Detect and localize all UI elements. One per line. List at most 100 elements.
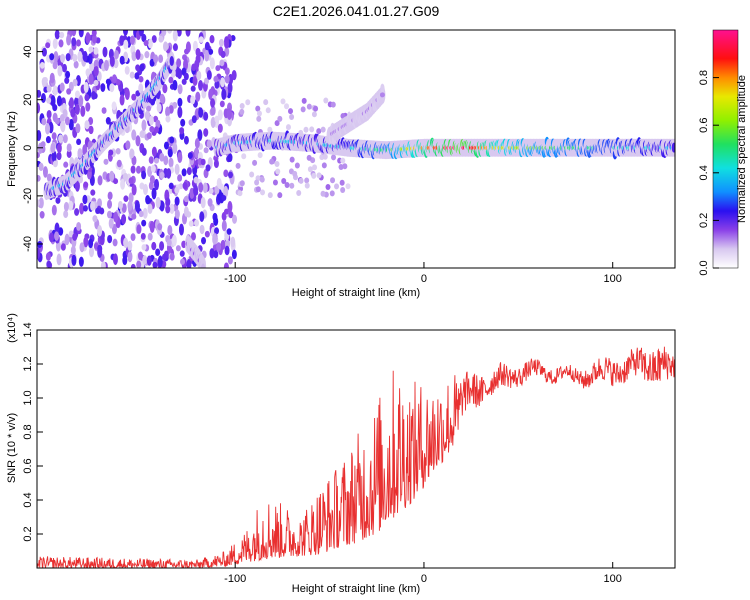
heatmap-noise-cell: [210, 98, 216, 108]
heatmap-noise-cell: [179, 127, 185, 135]
heatmap-noise-cell: [144, 51, 150, 59]
heatmap-noise-cell: [215, 65, 221, 72]
heatmap-noise-cell: [50, 142, 56, 154]
heatmap-noise-cell: [39, 211, 45, 219]
heatmap-noise-cell: [329, 190, 335, 197]
snr-y-tick-label: 0.2: [22, 526, 34, 541]
heatmap-noise-cell: [85, 102, 91, 112]
heatmap-noise-cell: [130, 165, 136, 174]
heatmap-noise-cell: [106, 210, 112, 219]
heatmap-noise-cell: [179, 250, 185, 257]
heatmap-noise-cell: [53, 51, 59, 64]
heatmap-noise-cell: [113, 178, 119, 185]
heatmap-noise-cell: [204, 41, 210, 51]
snr-y-tick-label: 1.4: [22, 322, 34, 337]
heatmap-noise-cell: [323, 97, 329, 104]
heatmap-noise-cell: [284, 182, 290, 189]
heatmap-noise-cell: [107, 234, 113, 244]
heatmap-noise-cell: [138, 76, 144, 83]
heatmap-noise-cell: [65, 70, 71, 79]
heatmap-x-tick-label: 100: [604, 273, 622, 285]
heatmap-noise-cell: [165, 106, 171, 117]
heatmap-noise-cell: [153, 54, 159, 64]
heatmap-noise-cell: [147, 38, 153, 49]
heatmap-noise-cell: [73, 60, 79, 69]
heatmap-noise-cell: [188, 220, 194, 227]
heatmap-noise-cell: [226, 108, 232, 120]
heatmap-noise-cell: [187, 152, 193, 159]
colorbar-ticks: 0.0 0.2 0.4 0.6 0.8: [698, 70, 719, 276]
heatmap-noise-cell: [227, 171, 233, 179]
snr-y-axis-label: SNR (10 * v/v): [6, 413, 18, 483]
heatmap-cells: [37, 30, 675, 268]
heatmap-noise-cell: [46, 173, 52, 182]
heatmap-noise-cell: [97, 175, 103, 186]
heatmap-noise-cell: [159, 241, 165, 251]
heatmap-noise-cell: [88, 73, 94, 85]
heatmap-noise-cell: [183, 195, 189, 203]
heatmap-noise-cell: [71, 254, 77, 266]
heatmap-noise-cell: [199, 211, 205, 222]
heatmap-noise-cell: [111, 101, 117, 111]
heatmap-noise-cell: [197, 129, 203, 141]
heatmap-noise-cell: [198, 182, 204, 193]
heatmap-noise-cell: [157, 255, 163, 268]
heatmap-noise-cell: [186, 259, 192, 268]
heatmap-noise-cell: [174, 163, 180, 175]
heatmap-noise-cell: [89, 246, 95, 258]
heatmap-noise-cell: [153, 126, 159, 134]
heatmap-noise-cell: [143, 39, 149, 47]
heatmap-noise-cell: [165, 197, 171, 207]
colorbar-tick-label: 0.4: [698, 165, 710, 180]
heatmap-noise-cell: [102, 46, 108, 58]
heatmap-noise-cell: [203, 128, 209, 137]
heatmap-noise-cell: [213, 75, 219, 83]
heatmap-noise-cell: [274, 120, 280, 127]
heatmap-noise-cell: [136, 260, 142, 268]
heatmap-noise-cell: [88, 46, 94, 53]
heatmap-noise-cell: [105, 78, 111, 85]
heatmap-y-tick-label: 20: [22, 94, 34, 106]
heatmap-noise-cell: [208, 48, 214, 55]
heatmap-noise-cell: [158, 54, 164, 63]
heatmap-noise-cell: [309, 126, 315, 133]
heatmap-noise-cell: [77, 148, 83, 159]
heatmap-noise-cell: [330, 101, 336, 108]
heatmap-noise-cell: [135, 49, 141, 60]
heatmap-noise-cell: [156, 103, 162, 113]
heatmap-noise-cell: [51, 132, 57, 140]
heatmap-noise-cell: [46, 85, 52, 93]
heatmap-noise-cell: [204, 230, 210, 238]
heatmap-noise-cell: [55, 197, 61, 204]
heatmap-noise-cell: [37, 175, 41, 182]
heatmap-noise-cell: [83, 181, 89, 188]
heatmap-noise-cell: [254, 179, 260, 186]
heatmap-noise-cell: [181, 78, 187, 85]
heatmap-noise-cell: [196, 70, 202, 81]
heatmap-noise-cell: [206, 139, 212, 149]
heatmap-noise-cell: [74, 180, 80, 192]
heatmap-noise-cell: [61, 63, 67, 73]
heatmap-noise-cell: [280, 98, 286, 105]
heatmap-noise-cell: [203, 147, 209, 154]
heatmap-noise-cell: [194, 147, 200, 159]
heatmap-noise-cell: [142, 255, 148, 265]
heatmap-noise-cell: [56, 151, 62, 161]
heatmap-noise-cell: [172, 30, 178, 42]
heatmap-noise-cell: [121, 214, 127, 225]
heatmap-noise-cell: [206, 70, 212, 80]
heatmap-noise-cell: [70, 245, 76, 255]
heatmap-noise-cell: [199, 224, 205, 235]
heatmap-noise-cell: [148, 156, 154, 164]
heatmap-noise-cell: [74, 90, 80, 99]
heatmap-noise-cell: [100, 83, 106, 92]
heatmap-noise-cell: [119, 55, 125, 65]
heatmap-noise-cell: [195, 54, 201, 64]
heatmap-noise-cell: [78, 95, 84, 107]
heatmap-noise-cell: [195, 47, 201, 57]
heatmap-noise-cell: [180, 258, 186, 265]
heatmap-noise-cell: [195, 91, 201, 102]
heatmap-noise-cell: [230, 236, 236, 248]
heatmap-noise-cell: [209, 57, 215, 70]
heatmap-noise-cell: [91, 91, 97, 100]
